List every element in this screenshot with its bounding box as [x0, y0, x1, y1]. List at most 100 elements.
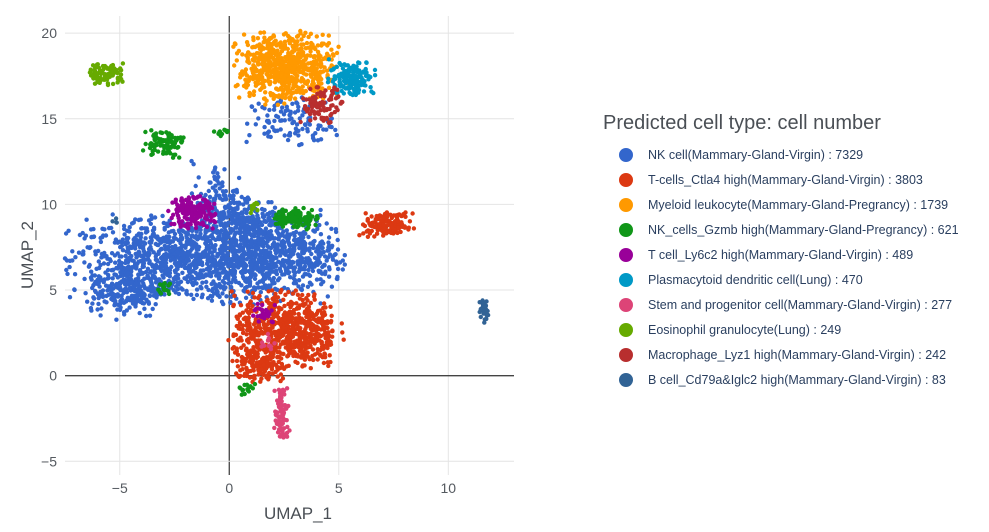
scatter-point [179, 208, 184, 213]
scatter-point [262, 124, 267, 130]
scatter-point [193, 265, 198, 271]
scatter-point [263, 307, 269, 313]
scatter-point [265, 212, 270, 217]
scatter-point [278, 63, 283, 69]
scatter-point [342, 262, 347, 267]
scatter-point [276, 359, 281, 365]
scatter-point [136, 217, 141, 223]
scatter-point [268, 361, 273, 366]
scatter-point [266, 118, 271, 124]
scatter-point [319, 41, 325, 46]
scatter-point [144, 313, 149, 319]
scatter-point [272, 341, 277, 346]
scatter-point [293, 215, 298, 221]
scatter-point [357, 71, 362, 76]
scatter-point [293, 131, 298, 136]
scatter-point [197, 227, 202, 232]
scatter-point [173, 269, 178, 274]
scatter-point [204, 273, 209, 278]
legend-item[interactable]: Stem and progenitor cell(Mammary-Gland-V… [603, 292, 983, 317]
legend-item[interactable]: Eosinophil granulocyte(Lung) : 249 [603, 317, 983, 342]
scatter-point [186, 226, 191, 231]
scatter-point [285, 424, 290, 430]
scatter-point [285, 354, 290, 359]
scatter-point [256, 116, 261, 121]
scatter-point [258, 367, 264, 372]
scatter-point [254, 360, 260, 365]
scatter-point [290, 350, 296, 355]
scatter-point [266, 300, 271, 306]
scatter-point [239, 210, 244, 215]
series-points [231, 28, 351, 108]
scatter-point [269, 308, 274, 313]
scatter-point [72, 287, 77, 292]
scatter-point [114, 302, 119, 307]
scatter-point [287, 41, 292, 46]
scatter-point [236, 48, 242, 54]
scatter-point [343, 80, 348, 85]
scatter-point [217, 273, 222, 279]
legend-item[interactable]: NK cell(Mammary-Gland-Virgin) : 7329 [603, 142, 983, 167]
scatter-point [261, 46, 266, 51]
scatter-point [196, 205, 202, 210]
scatter-point [327, 353, 332, 358]
scatter-point [110, 276, 115, 281]
scatter-point [269, 35, 274, 40]
scatter-point [98, 262, 103, 268]
y-tick-label: −5 [41, 453, 57, 469]
scatter-point [308, 118, 313, 123]
scatter-point [288, 58, 294, 63]
scatter-point [251, 64, 257, 69]
legend-item[interactable]: Plasmacytoid dendritic cell(Lung) : 470 [603, 267, 983, 292]
scatter-point [252, 230, 258, 235]
scatter-point [99, 77, 105, 82]
legend-item[interactable]: Macrophage_Lyz1 high(Mammary-Gland-Virgi… [603, 342, 983, 367]
scatter-point [253, 224, 259, 229]
legend-item[interactable]: T cell_Ly6c2 high(Mammary-Gland-Virgin) … [603, 242, 983, 267]
scatter-point [313, 337, 318, 342]
scatter-point [222, 280, 227, 286]
scatter-point [279, 399, 284, 404]
legend-marker [619, 147, 633, 162]
scatter-point [92, 68, 98, 74]
scatter-point [304, 272, 309, 277]
scatter-point [148, 221, 153, 226]
scatter-point [237, 95, 242, 100]
scatter-point [248, 241, 253, 246]
scatter-point [247, 76, 252, 82]
scatter-point [336, 44, 341, 49]
legend-item[interactable]: Myeloid leukocyte(Mammary-Gland-Pregranc… [603, 192, 983, 217]
legend-item[interactable]: B cell_Cd79a&Iglc2 high(Mammary-Gland-Vi… [603, 367, 983, 392]
scatter-point [315, 85, 321, 90]
scatter-point [282, 417, 288, 423]
scatter-point [290, 291, 296, 296]
scatter-point [258, 252, 263, 257]
scatter-point [122, 280, 127, 285]
legend-item[interactable]: T-cells_Ctla4 high(Mammary-Gland-Virgin)… [603, 167, 983, 192]
scatter-point [148, 288, 154, 294]
scatter-point [242, 361, 247, 367]
scatter-point [189, 212, 194, 217]
legend-marker [619, 272, 633, 287]
scatter-point [206, 287, 211, 293]
scatter-point [171, 235, 177, 240]
scatter-point [95, 307, 100, 312]
legend-label: NK cell(Mammary-Gland-Virgin) : 7329 [648, 147, 864, 162]
scatter-point [194, 292, 200, 298]
scatter-point [283, 249, 289, 254]
scatter-point [76, 250, 82, 255]
scatter-point [309, 336, 314, 341]
scatter-point [255, 345, 260, 350]
scatter-point [240, 52, 245, 57]
legend-item[interactable]: NK_cells_Gzmb high(Mammary-Gland-Pregran… [603, 217, 983, 242]
scatter-point [298, 119, 303, 125]
scatter-point [131, 258, 136, 264]
scatter-point [478, 306, 483, 312]
scatter-point [174, 249, 180, 254]
scatter-point [315, 49, 321, 55]
scatter-point [129, 221, 135, 226]
scatter-point [255, 281, 260, 286]
scatter-point [333, 229, 339, 235]
scatter-point [300, 266, 305, 272]
